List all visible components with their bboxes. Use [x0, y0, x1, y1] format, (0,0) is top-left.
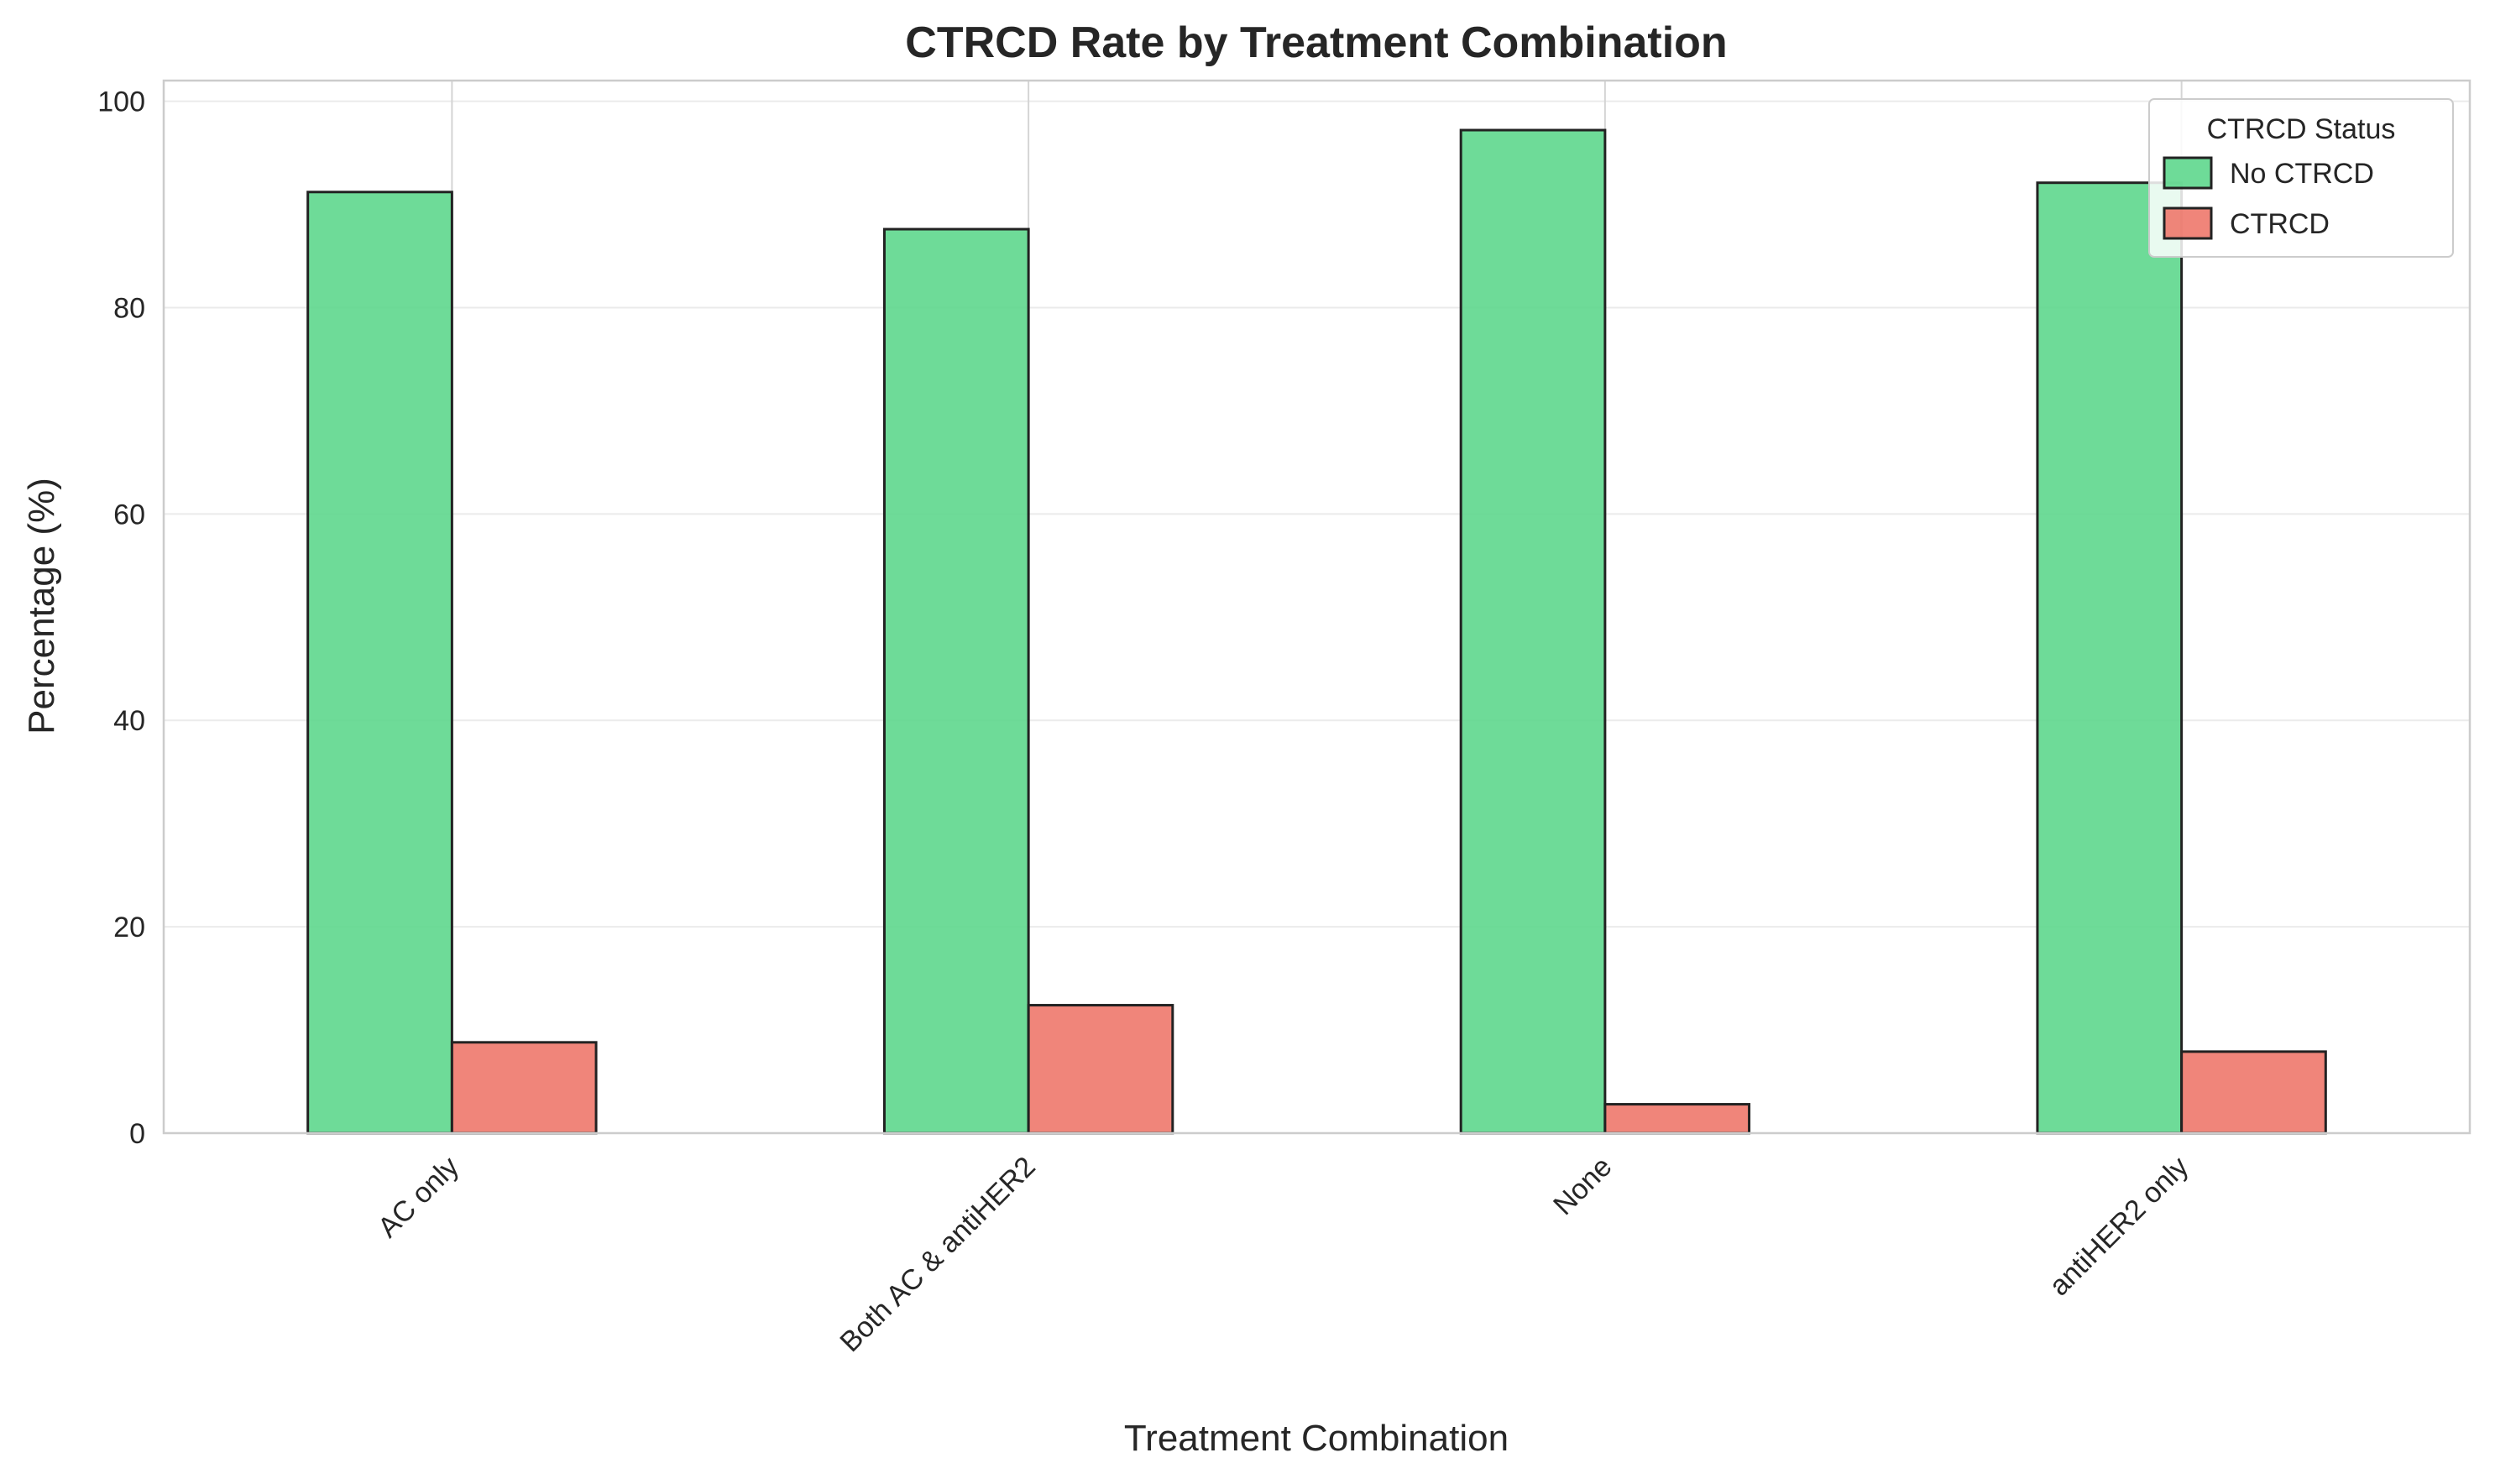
y-tick-label: 80	[113, 292, 145, 324]
x-axis-ticks: AC only Both AC & antiHER2 None antiHER2 on…	[372, 1151, 2194, 1358]
y-axis-ticks: 0 20 40 60 80 100	[97, 86, 145, 1150]
legend: CTRCD Status No CTRCD CTRCD	[2148, 98, 2454, 258]
legend-box	[2148, 98, 2454, 258]
bar-ctrcd-2	[1603, 1103, 1751, 1135]
legend-title: CTRCD Status	[2207, 113, 2396, 145]
bar-ctrcd-0	[450, 1041, 598, 1135]
chart-title: CTRCD Rate by Treatment Combination	[905, 18, 1727, 67]
legend-swatch-no-ctrcd	[2163, 156, 2213, 190]
x-tick-label: AC only	[372, 1151, 465, 1244]
bar-no-ctrcd-3	[2036, 181, 2184, 1135]
axes-frame	[162, 79, 2471, 1135]
bar-ctrcd-3	[2180, 1050, 2327, 1135]
y-tick-label: 100	[97, 86, 145, 118]
x-tick-label: antiHER2 only	[2043, 1151, 2195, 1303]
bar-no-ctrcd-2	[1459, 128, 1607, 1135]
bar-no-ctrcd-0	[306, 191, 453, 1135]
legend-swatch-ctrcd	[2163, 206, 2213, 240]
x-tick-label: Both AC & antiHER2	[834, 1151, 1041, 1358]
y-tick-label: 0	[129, 1118, 145, 1150]
y-tick-label: 60	[113, 499, 145, 530]
y-axis-label: Percentage (%)	[21, 478, 62, 734]
legend-label-no-ctrcd: No CTRCD	[2230, 158, 2374, 190]
plot-frame	[162, 79, 2471, 1135]
x-axis-label: Treatment Combination	[1124, 1418, 1509, 1459]
x-tick-label: None	[1547, 1151, 1618, 1221]
bar-ctrcd-1	[1027, 1004, 1174, 1135]
legend-label-ctrcd: CTRCD	[2230, 208, 2330, 240]
bar-no-ctrcd-1	[882, 227, 1030, 1135]
y-tick-label: 20	[113, 912, 145, 943]
y-tick-label: 40	[113, 705, 145, 737]
bars	[306, 128, 2327, 1135]
